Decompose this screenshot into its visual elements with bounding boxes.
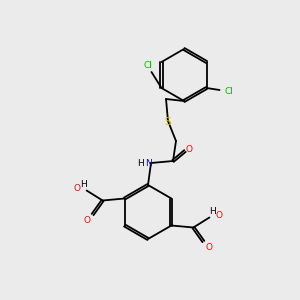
Text: O: O — [73, 184, 80, 193]
Text: H: H — [209, 207, 216, 216]
Text: Cl: Cl — [143, 61, 152, 70]
Text: Cl: Cl — [224, 86, 233, 95]
Text: N: N — [145, 158, 152, 167]
Text: O: O — [185, 145, 193, 154]
Text: H: H — [80, 180, 87, 189]
Text: O: O — [206, 243, 213, 252]
Text: O: O — [83, 216, 90, 225]
Text: H: H — [138, 158, 144, 167]
Text: S: S — [165, 117, 171, 127]
Text: O: O — [216, 211, 223, 220]
